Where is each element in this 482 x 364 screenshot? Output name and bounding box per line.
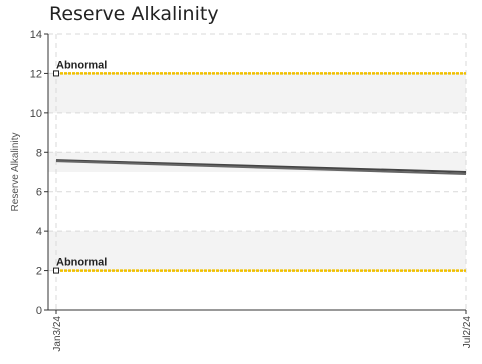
band-2 <box>48 231 466 271</box>
y-tick-label: 14 <box>30 29 42 41</box>
band-0 <box>48 73 466 113</box>
y-axis-label: Reserve Alkalinity <box>10 133 21 212</box>
y-tick-label: 10 <box>30 108 42 120</box>
y-tick-label: 6 <box>36 187 42 199</box>
series-line-1 <box>55 160 467 175</box>
y-tick-label: 8 <box>36 147 42 159</box>
y-tick-label: 12 <box>30 68 42 80</box>
reference-marker <box>53 267 59 274</box>
reference-marker <box>53 70 59 77</box>
band-1 <box>48 152 466 172</box>
x-tick-label: Jan3/24 <box>52 316 63 352</box>
y-tick-label: 2 <box>36 266 42 278</box>
y-tick-label: 4 <box>36 226 42 238</box>
series-line-0 <box>55 159 467 173</box>
y-tick-label: 0 <box>36 305 42 317</box>
chart-title: Reserve Alkalinity <box>49 3 219 25</box>
reference-label: Abnormal <box>56 59 107 71</box>
reference-label: Abnormal <box>56 257 107 269</box>
x-tick-label: Jul2/24 <box>462 316 473 349</box>
